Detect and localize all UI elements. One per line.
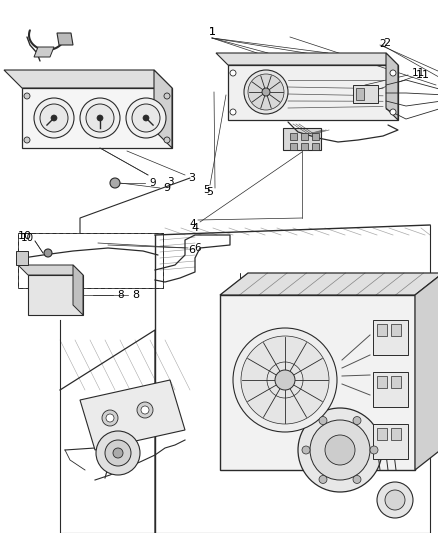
Circle shape [370,446,378,454]
Circle shape [230,109,236,115]
Circle shape [319,475,327,483]
Text: 9: 9 [163,183,170,193]
Circle shape [298,408,382,492]
Circle shape [164,93,170,99]
Circle shape [302,446,310,454]
Text: 2: 2 [383,38,391,48]
Circle shape [390,109,396,115]
Circle shape [97,115,103,121]
Text: 8: 8 [132,290,140,300]
Text: 10: 10 [21,233,34,243]
Circle shape [390,70,396,76]
Circle shape [319,417,327,425]
Circle shape [353,417,361,425]
Circle shape [113,448,123,458]
Bar [391,376,401,388]
Bar [373,320,408,355]
Circle shape [96,431,140,475]
Circle shape [325,435,355,465]
Text: 8: 8 [118,290,124,300]
Circle shape [102,410,118,426]
Circle shape [106,414,114,422]
Text: 2: 2 [380,39,386,49]
Bar [377,376,387,388]
Bar [301,133,308,140]
Bar [283,128,321,150]
Circle shape [164,137,170,143]
Circle shape [110,178,120,188]
Polygon shape [220,295,415,470]
Text: 11: 11 [411,68,424,78]
Polygon shape [216,53,398,65]
Text: 6: 6 [194,243,201,253]
Bar [312,133,319,140]
Circle shape [377,482,413,518]
Circle shape [137,402,153,418]
Text: 1: 1 [208,27,215,37]
Bar [290,143,297,150]
Circle shape [353,475,361,483]
Polygon shape [154,70,172,148]
Circle shape [126,98,166,138]
Text: 10: 10 [18,231,32,241]
Text: 4: 4 [191,223,198,233]
Circle shape [132,104,160,132]
Circle shape [51,115,57,121]
Text: 5: 5 [204,185,210,195]
Polygon shape [4,70,172,88]
Text: 1: 1 [208,27,215,37]
Bar [373,372,408,407]
Circle shape [86,104,114,132]
Circle shape [244,70,288,114]
Polygon shape [80,380,185,450]
Polygon shape [22,88,172,148]
Polygon shape [57,33,73,45]
Text: 3: 3 [188,173,195,183]
Circle shape [248,74,284,110]
Text: 3: 3 [167,177,173,187]
Text: 11: 11 [416,70,430,80]
Circle shape [80,98,120,138]
Bar [356,88,364,100]
Text: 6: 6 [188,245,195,255]
Circle shape [105,440,131,466]
Polygon shape [34,47,54,57]
Circle shape [141,406,149,414]
Bar [377,324,387,336]
Circle shape [24,137,30,143]
Circle shape [241,336,329,424]
Polygon shape [228,65,398,120]
Circle shape [385,490,405,510]
Polygon shape [18,265,83,275]
Polygon shape [386,53,398,120]
Bar [377,428,387,440]
Bar [18,233,163,288]
Bar [391,324,401,336]
Bar [353,85,378,103]
Circle shape [24,93,30,99]
Polygon shape [415,273,438,470]
Circle shape [230,70,236,76]
Polygon shape [73,265,83,315]
Circle shape [34,98,74,138]
Bar [373,424,408,459]
Circle shape [44,249,52,257]
Bar [16,251,28,265]
Text: 4: 4 [190,219,196,229]
Text: 9: 9 [150,178,156,188]
Polygon shape [28,275,83,315]
Bar [301,143,308,150]
Bar [18,233,163,288]
Circle shape [310,420,370,480]
Bar [290,133,297,140]
Circle shape [275,370,295,390]
Circle shape [262,88,270,96]
Bar [391,428,401,440]
Circle shape [40,104,68,132]
Text: 5: 5 [206,187,213,197]
Circle shape [143,115,149,121]
Polygon shape [220,273,438,295]
Bar [312,143,319,150]
Circle shape [233,328,337,432]
